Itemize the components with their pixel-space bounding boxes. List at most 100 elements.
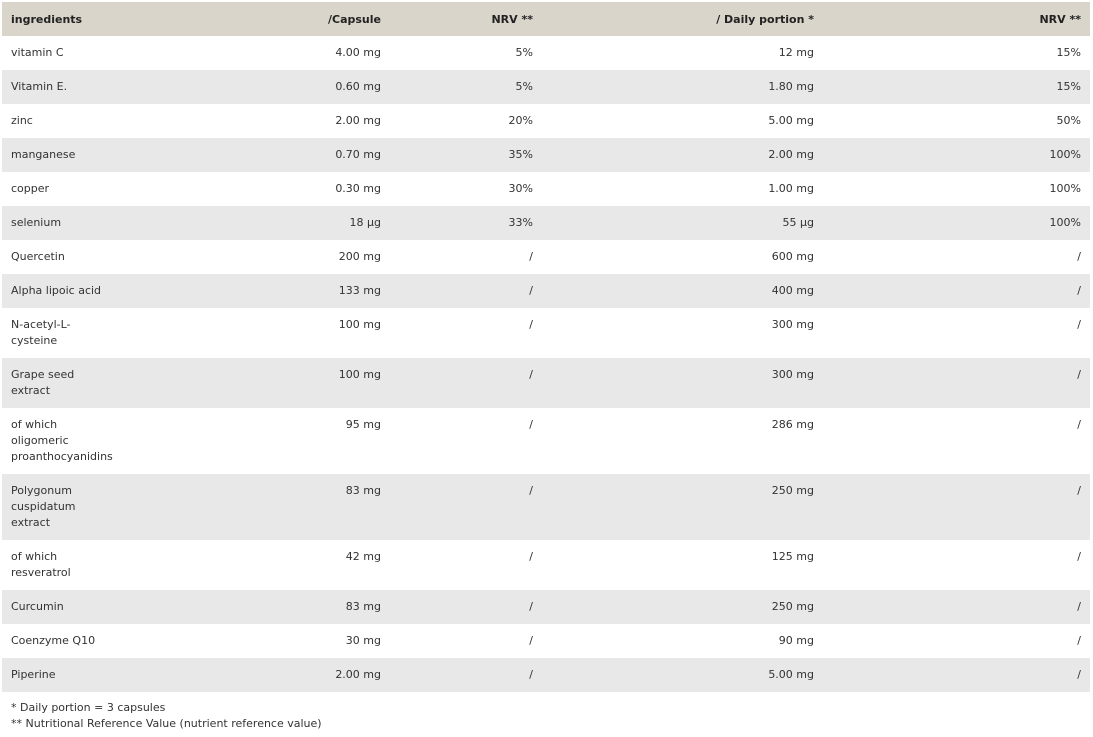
nrv-daily: / xyxy=(1077,318,1081,331)
ingredient-name-cell: Vitamin E. xyxy=(2,70,120,104)
table-row: copper 0.30 mg 30% 1.00 mg 100% xyxy=(2,172,1090,206)
per-capsule-cell: 0.70 mg xyxy=(120,138,390,172)
nrv-daily: 100% xyxy=(1049,182,1081,195)
daily-portion: 5.00 mg xyxy=(768,114,814,127)
nrv-daily: / xyxy=(1077,600,1081,613)
per-capsule: 2.00 mg xyxy=(335,668,381,681)
nrv-capsule-cell: 5% xyxy=(390,36,542,70)
table-row: Polygonum cuspidatum extract 83 mg / 250 mg… xyxy=(2,474,1090,540)
daily-portion-cell: 250 mg xyxy=(542,590,823,624)
nrv-capsule: / xyxy=(529,318,533,331)
nrv-capsule: 35% xyxy=(508,148,533,161)
table-row: Grape seed extract 100 mg / 300 mg / xyxy=(2,358,1090,408)
daily-portion-cell: 2.00 mg xyxy=(542,138,823,172)
daily-portion-cell: 5.00 mg xyxy=(542,104,823,138)
ingredient-name: Quercetin xyxy=(11,250,65,263)
table-row: Alpha lipoic acid 133 mg / 400 mg / xyxy=(2,274,1090,308)
per-capsule-cell: 133 mg xyxy=(120,274,390,308)
nrv-capsule-cell: / xyxy=(390,240,542,274)
nrv-daily-cell: 100% xyxy=(823,206,1090,240)
daily-portion-cell: 250 mg xyxy=(542,474,823,540)
ingredient-name: copper xyxy=(11,182,50,195)
nrv-capsule-cell: / xyxy=(390,540,542,590)
daily-portion-cell: 55 µg xyxy=(542,206,823,240)
nrv-capsule-cell: 20% xyxy=(390,104,542,138)
per-capsule-cell: 83 mg xyxy=(120,474,390,540)
daily-portion: 300 mg xyxy=(771,318,814,331)
ingredient-name-cell: Piperine xyxy=(2,658,120,692)
nrv-capsule-cell: 33% xyxy=(390,206,542,240)
nrv-daily-cell: / xyxy=(823,240,1090,274)
nrv-daily: / xyxy=(1077,368,1081,381)
nrv-capsule-cell: / xyxy=(390,274,542,308)
daily-portion-cell: 90 mg xyxy=(542,624,823,658)
header-nrv-daily: NRV ** xyxy=(823,2,1090,36)
nrv-capsule-cell: / xyxy=(390,590,542,624)
nrv-capsule-cell: 30% xyxy=(390,172,542,206)
nrv-capsule-cell: / xyxy=(390,358,542,408)
daily-portion: 12 mg xyxy=(778,46,814,59)
footnote-nrv: ** Nutritional Reference Value (nutrient… xyxy=(11,717,322,730)
nrv-capsule: / xyxy=(529,634,533,647)
table-row: of which oligomeric proanthocyanidins 95 … xyxy=(2,408,1090,474)
nrv-daily: / xyxy=(1077,250,1081,263)
header-ingredients: ingredients xyxy=(2,2,120,36)
nrv-capsule: / xyxy=(529,250,533,263)
nrv-daily: / xyxy=(1077,634,1081,647)
daily-portion-cell: 125 mg xyxy=(542,540,823,590)
nrv-daily: / xyxy=(1077,668,1081,681)
ingredient-name: Vitamin E. xyxy=(11,80,68,93)
ingredient-name-cell: Grape seed extract xyxy=(2,358,120,408)
nrv-daily: 15% xyxy=(1056,46,1081,59)
daily-portion-cell: 600 mg xyxy=(542,240,823,274)
daily-portion: 300 mg xyxy=(771,368,814,381)
ingredient-name: Polygonum cuspidatum extract xyxy=(11,484,76,529)
ingredient-name: Grape seed extract xyxy=(11,368,75,397)
daily-portion: 1.00 mg xyxy=(768,182,814,195)
nrv-capsule-cell: 35% xyxy=(390,138,542,172)
ingredient-name-cell: zinc xyxy=(2,104,120,138)
table-row: Quercetin 200 mg / 600 mg / xyxy=(2,240,1090,274)
ingredient-name: zinc xyxy=(11,114,33,127)
nrv-capsule: / xyxy=(529,418,533,431)
per-capsule: 100 mg xyxy=(338,368,381,381)
per-capsule: 83 mg xyxy=(345,484,381,497)
per-capsule: 100 mg xyxy=(338,318,381,331)
ingredient-name-cell: Polygonum cuspidatum extract xyxy=(2,474,120,540)
ingredient-name-cell: copper xyxy=(2,172,120,206)
ingredient-name: of which resveratrol xyxy=(11,550,71,579)
per-capsule: 4.00 mg xyxy=(335,46,381,59)
nrv-daily: / xyxy=(1077,484,1081,497)
nrv-capsule: / xyxy=(529,550,533,563)
per-capsule: 0.60 mg xyxy=(335,80,381,93)
per-capsule-cell: 18 µg xyxy=(120,206,390,240)
nrv-capsule: / xyxy=(529,368,533,381)
nrv-daily-cell: 50% xyxy=(823,104,1090,138)
nrv-daily-cell: / xyxy=(823,658,1090,692)
daily-portion: 125 mg xyxy=(771,550,814,563)
nrv-daily: 50% xyxy=(1056,114,1081,127)
nrv-daily: 100% xyxy=(1049,216,1081,229)
ingredient-name-cell: Curcumin xyxy=(2,590,120,624)
daily-portion: 5.00 mg xyxy=(768,668,814,681)
table-body: vitamin C 4.00 mg 5% 12 mg 15% Vitamin E. 0.60… xyxy=(2,36,1090,692)
per-capsule: 18 µg xyxy=(349,216,381,229)
nrv-daily: 100% xyxy=(1049,148,1081,161)
nrv-capsule-cell: / xyxy=(390,408,542,474)
daily-portion-cell: 5.00 mg xyxy=(542,658,823,692)
nrv-capsule: / xyxy=(529,484,533,497)
per-capsule-cell: 83 mg xyxy=(120,590,390,624)
ingredient-name-cell: Coenzyme Q10 xyxy=(2,624,120,658)
per-capsule-cell: 2.00 mg xyxy=(120,658,390,692)
nrv-capsule-cell: / xyxy=(390,474,542,540)
nrv-capsule: 30% xyxy=(508,182,533,195)
nrv-capsule: / xyxy=(529,668,533,681)
per-capsule: 42 mg xyxy=(345,550,381,563)
daily-portion: 2.00 mg xyxy=(768,148,814,161)
nrv-daily-cell: / xyxy=(823,590,1090,624)
nrv-daily-cell: / xyxy=(823,358,1090,408)
daily-portion: 286 mg xyxy=(771,418,814,431)
header-daily-portion: / Daily portion * xyxy=(542,2,823,36)
nrv-daily: / xyxy=(1077,550,1081,563)
nrv-capsule: 5% xyxy=(515,80,533,93)
